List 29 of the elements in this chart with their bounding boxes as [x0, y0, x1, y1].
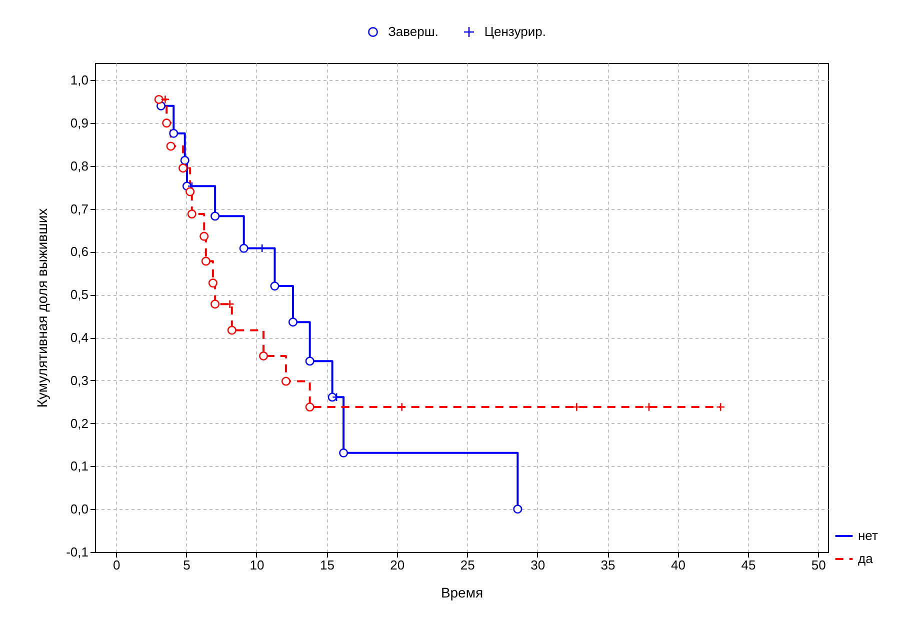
x-tick-label: 10 — [250, 558, 264, 572]
x-tick-label: 45 — [741, 558, 756, 572]
x-tick-label: 5 — [183, 558, 190, 572]
y-tick-label: 0,8 — [70, 158, 88, 174]
x-axis-title: Время — [440, 584, 484, 600]
y-tick-label: -0,1 — [66, 544, 88, 560]
legend-label: Цензурир. — [484, 24, 546, 39]
legend-label: да — [858, 551, 874, 566]
y-tick-label: 0,4 — [70, 330, 88, 346]
x-tick-label: 0 — [112, 558, 120, 572]
y-tick-label: 0,6 — [70, 244, 88, 260]
legend-label: нет — [858, 528, 878, 543]
y-tick-label: 1,0 — [70, 72, 88, 88]
x-tick-label: 15 — [320, 558, 334, 572]
x-tick-label: 20 — [390, 558, 405, 572]
x-tick-label: 40 — [671, 558, 686, 572]
x-tick-label: 35 — [600, 558, 616, 572]
y-tick-label: 0,2 — [70, 416, 88, 431]
y-tick-label: 0,7 — [70, 201, 88, 216]
x-tick-label: 25 — [460, 558, 475, 572]
x-tick-label: 30 — [530, 558, 546, 572]
y-axis-title: Кумулятивная доля выживших — [34, 208, 50, 408]
y-tick-label: 0,9 — [70, 116, 88, 131]
y-tick-label: 0,0 — [70, 502, 88, 517]
y-tick-label: 0,3 — [70, 372, 88, 388]
legend-label: Заверш. — [388, 24, 438, 39]
y-tick-label: 0,1 — [70, 458, 88, 474]
x-tick-label: 50 — [811, 558, 826, 572]
y-tick-label: 0,5 — [70, 287, 88, 302]
